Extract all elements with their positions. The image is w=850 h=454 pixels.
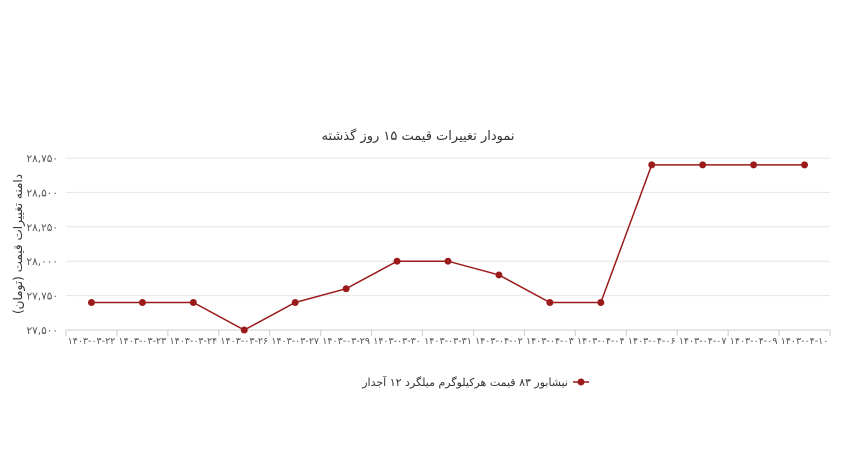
data-point[interactable]	[699, 161, 707, 169]
x-tick-label: ۱۴۰۳-۰۳-۲۴	[169, 336, 217, 347]
data-point[interactable]	[291, 298, 299, 306]
legend-marker-icon	[577, 378, 585, 386]
data-point[interactable]	[648, 161, 656, 169]
legend-label: نیشابور ۸۳ قیمت هرکیلوگرم میلگرد ۱۲ آجدا…	[361, 375, 568, 389]
y-tick-label: ۲۸,۷۵۰	[26, 153, 58, 165]
series-line	[91, 164, 805, 331]
x-tick-label: ۱۴۰۳-۰۳-۳۰	[373, 336, 421, 347]
y-tick-label: ۲۷,۵۰۰	[26, 325, 58, 337]
x-tick-label: ۱۴۰۳-۰۳-۳۱	[424, 336, 472, 347]
y-tick-label: ۲۸,۲۵۰	[26, 222, 58, 234]
legend[interactable]: نیشابور ۸۳ قیمت هرکیلوگرم میلگرد ۱۲ آجدا…	[361, 375, 589, 389]
data-point[interactable]	[342, 285, 350, 293]
x-tick-label: ۱۴۰۳-۰۴-۱۰	[781, 336, 829, 347]
x-tick-label: ۱۴۰۳-۰۴-۰۲	[475, 336, 523, 347]
data-point[interactable]	[189, 298, 197, 306]
x-tick-label: ۱۴۰۳-۰۴-۰۹	[730, 336, 778, 347]
x-axis-ticks: ۱۴۰۳-۰۳-۲۲ ۱۴۰۳-۰۳-۲۳ ۱۴۰۳-۰۳-۲۴ ۱۴۰۳-۰۳-۲۶…	[65, 330, 831, 347]
x-tick-label: ۱۴۰۳-۰۴-۰۷	[679, 336, 727, 347]
gridlines	[66, 157, 830, 331]
y-axis-label: دامنه تغییرات قیمت (تومان)	[11, 174, 26, 314]
data-point[interactable]	[138, 298, 146, 306]
data-point[interactable]	[801, 161, 809, 169]
x-tick-label: ۱۴۰۳-۰۴-۰۴	[577, 336, 625, 347]
x-tick-label: ۱۴۰۳-۰۳-۲۷	[271, 336, 319, 347]
chart-title: نمودار تغییرات قیمت ۱۵ روز گذشته	[322, 128, 515, 144]
x-tick-label: ۱۴۰۳-۰۴-۰۳	[526, 336, 574, 347]
data-point[interactable]	[546, 298, 554, 306]
y-tick-label: ۲۸,۵۰۰	[26, 187, 58, 199]
x-tick-label: ۱۴۰۳-۰۳-۲۶	[220, 336, 268, 347]
data-point[interactable]	[87, 298, 95, 306]
data-point[interactable]	[597, 298, 605, 306]
series-layer	[87, 161, 809, 334]
y-axis-ticks: ۲۷,۵۰۰ ۲۷,۷۵۰ ۲۸,۰۰۰ ۲۸,۲۵۰ ۲۸,۵۰۰ ۲۸,۷۵۰	[26, 153, 58, 337]
data-point[interactable]	[444, 257, 452, 265]
x-tick-label: ۱۴۰۳-۰۴-۰۶	[628, 336, 676, 347]
data-point[interactable]	[750, 161, 758, 169]
y-tick-label: ۲۸,۰۰۰	[26, 256, 58, 268]
x-tick-label: ۱۴۰۳-۰۳-۲۹	[322, 336, 370, 347]
data-point[interactable]	[393, 257, 401, 265]
x-tick-label: ۱۴۰۳-۰۳-۲۳	[119, 336, 167, 347]
x-tick-label: ۱۴۰۳-۰۳-۲۲	[68, 336, 116, 347]
y-tick-label: ۲۷,۷۵۰	[26, 291, 58, 303]
data-point[interactable]	[495, 271, 503, 279]
data-point[interactable]	[240, 326, 248, 334]
